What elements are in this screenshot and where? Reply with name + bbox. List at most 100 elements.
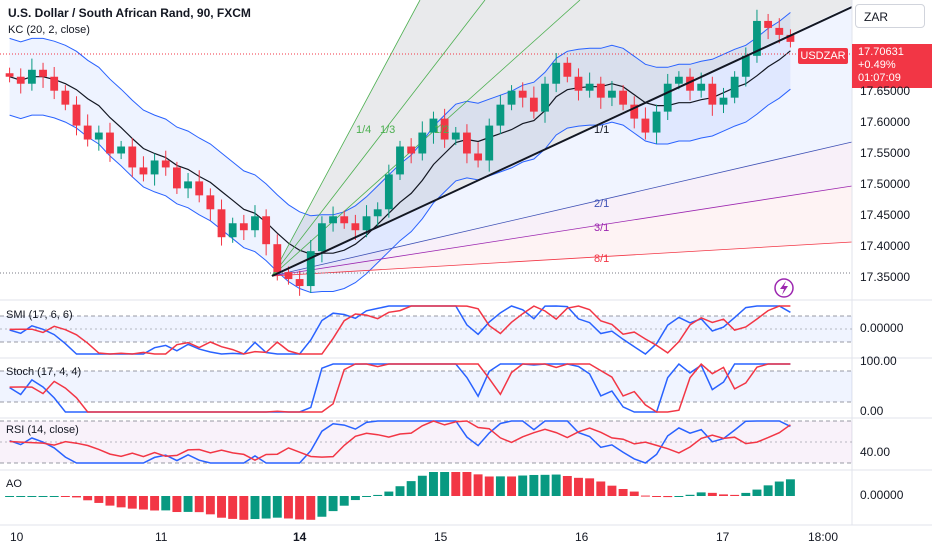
candle-body[interactable]: [730, 76, 739, 98]
candle-body[interactable]: [184, 181, 192, 189]
smi-legend[interactable]: SMI (17, 6, 6): [6, 309, 73, 321]
candle-body[interactable]: [373, 209, 382, 217]
candle-body[interactable]: [117, 146, 126, 154]
candle-body[interactable]: [139, 167, 148, 175]
candle-body[interactable]: [541, 83, 549, 112]
candle-body[interactable]: [518, 90, 527, 98]
currency-button[interactable]: ZAR: [855, 4, 925, 28]
ao-bar: [27, 496, 37, 497]
candle-body[interactable]: [775, 27, 784, 35]
candle-body[interactable]: [5, 73, 14, 77]
ao-bar: [451, 472, 461, 496]
ao-axis-label: 0.00000: [860, 488, 904, 502]
candle-body[interactable]: [407, 146, 416, 154]
candle-body[interactable]: [608, 90, 616, 98]
candle-body[interactable]: [563, 62, 572, 77]
candle-body[interactable]: [697, 83, 706, 91]
ao-legend[interactable]: AO: [6, 478, 22, 490]
kc-legend[interactable]: KC (20, 2, close): [8, 24, 90, 36]
candle-body[interactable]: [217, 209, 226, 238]
gann-label-2-1: 2/1: [594, 198, 609, 210]
lightning-icon[interactable]: [774, 278, 794, 298]
candle-body[interactable]: [674, 76, 683, 84]
candle-body[interactable]: [652, 111, 661, 133]
ao-bar: [172, 496, 182, 513]
candle-body[interactable]: [273, 244, 282, 273]
candle-body[interactable]: [663, 83, 672, 112]
ao-bar: [574, 477, 583, 496]
candle-body[interactable]: [128, 146, 137, 168]
candle-body[interactable]: [172, 167, 181, 189]
candle-body[interactable]: [451, 132, 460, 140]
ao-bar: [373, 494, 383, 496]
ao-bar: [473, 474, 483, 496]
candle-body[interactable]: [284, 272, 293, 280]
candle-body[interactable]: [27, 69, 36, 84]
candle-body[interactable]: [39, 69, 47, 77]
candle-body[interactable]: [50, 76, 59, 91]
candle-body[interactable]: [295, 279, 304, 287]
candle-body[interactable]: [708, 83, 717, 105]
candle-body[interactable]: [83, 125, 92, 140]
candle-body[interactable]: [318, 223, 326, 252]
candle-body[interactable]: [496, 104, 505, 126]
price-tick: 17.35000: [860, 270, 911, 284]
candle-body[interactable]: [61, 90, 70, 105]
candle-body[interactable]: [94, 132, 103, 140]
candle-body[interactable]: [474, 153, 482, 161]
ao-bar: [529, 474, 539, 496]
ao-bar: [719, 494, 728, 496]
candle-body[interactable]: [206, 195, 215, 210]
ao-bar: [429, 472, 438, 496]
candle-body[interactable]: [418, 132, 427, 154]
candle-body[interactable]: [362, 216, 371, 231]
candle-body[interactable]: [485, 125, 494, 161]
candle-body[interactable]: [630, 104, 639, 119]
candle-body[interactable]: [764, 20, 773, 28]
candle-body[interactable]: [786, 34, 795, 42]
candle-body[interactable]: [585, 83, 594, 91]
candle-body[interactable]: [329, 216, 337, 224]
candle-body[interactable]: [72, 104, 81, 126]
candle-body[interactable]: [228, 223, 237, 238]
candle-body[interactable]: [195, 181, 204, 196]
candle-body[interactable]: [507, 90, 516, 105]
ao-bar: [261, 496, 271, 519]
candle-body[interactable]: [440, 118, 449, 140]
stoch-axis-bottom: 0.00: [860, 404, 884, 418]
candle-body[interactable]: [463, 132, 471, 154]
candle-body[interactable]: [741, 55, 750, 77]
candle-body[interactable]: [340, 216, 349, 224]
candle-body[interactable]: [106, 132, 114, 154]
candle-body[interactable]: [239, 223, 248, 231]
ao-bar: [328, 496, 338, 512]
ao-bar: [507, 476, 517, 496]
rsi-legend[interactable]: RSI (14, close): [6, 424, 79, 436]
candle-body[interactable]: [351, 223, 360, 231]
candle-body[interactable]: [306, 251, 315, 287]
ao-bar: [205, 496, 215, 515]
gann-line-8-1: [271, 241, 853, 277]
candle-body[interactable]: [619, 90, 628, 105]
stoch-legend[interactable]: Stoch (17, 4, 4): [6, 366, 82, 378]
candle-body[interactable]: [574, 76, 583, 91]
candle-body[interactable]: [753, 20, 761, 56]
candle-body[interactable]: [251, 216, 259, 231]
candle-body[interactable]: [719, 97, 728, 105]
candle-body[interactable]: [161, 160, 170, 168]
candle-body[interactable]: [396, 146, 404, 175]
ao-bar: [596, 481, 606, 496]
time-tick: 14: [293, 530, 307, 544]
candle-body[interactable]: [16, 76, 25, 84]
candle-body[interactable]: [384, 174, 393, 210]
candle-body[interactable]: [262, 216, 271, 245]
candle-body[interactable]: [552, 62, 561, 84]
candle-body[interactable]: [529, 97, 538, 112]
candle-body[interactable]: [641, 118, 650, 133]
candle-body[interactable]: [596, 83, 605, 98]
candle-body[interactable]: [150, 160, 159, 175]
trend-line-1-1[interactable]: [271, 6, 853, 277]
candle-body[interactable]: [429, 118, 438, 133]
candle-body[interactable]: [686, 76, 694, 91]
